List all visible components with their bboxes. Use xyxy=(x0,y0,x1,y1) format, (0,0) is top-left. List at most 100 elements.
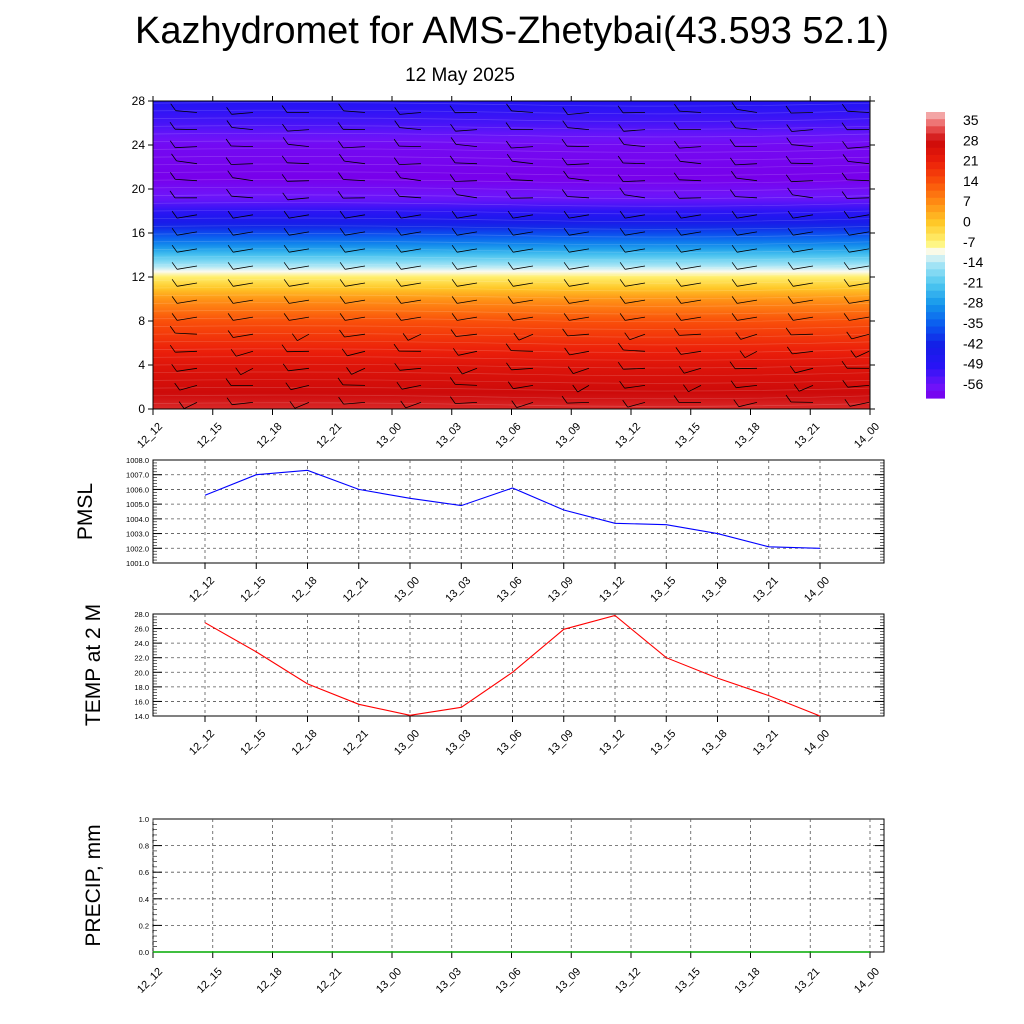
wind-barb xyxy=(287,180,310,182)
wind-barb xyxy=(233,265,254,270)
wind-barb xyxy=(851,333,870,340)
wind-barb-feather xyxy=(562,107,569,115)
isotherm-line xyxy=(152,217,871,222)
isotherm-line xyxy=(152,148,871,153)
wind-barb-feather xyxy=(171,313,178,321)
wind-barb-feather xyxy=(452,348,459,356)
wind-barb-feather xyxy=(841,360,848,369)
isotherm-line xyxy=(152,279,871,284)
wind-barb xyxy=(681,231,702,236)
wind-barb xyxy=(795,367,814,374)
colorbar-label: -42 xyxy=(963,335,983,351)
wind-barb-feather xyxy=(850,350,857,358)
wind-barb-feather xyxy=(619,380,625,389)
wind-barb-feather xyxy=(507,210,514,219)
wind-barb-feather xyxy=(337,190,344,199)
wind-barb xyxy=(569,248,590,253)
x-tick-label: 12_18 xyxy=(290,575,320,605)
wind-barb-feather xyxy=(507,381,514,389)
x-tick-label: 14_00 xyxy=(802,575,832,605)
wind-barb xyxy=(345,265,366,270)
wind-barb-feather xyxy=(675,313,682,321)
wind-barb xyxy=(177,231,198,236)
colorbar-segment xyxy=(926,112,945,120)
x-tick-label: 13_09 xyxy=(546,728,576,758)
wind-barb-feather xyxy=(283,210,290,219)
wind-barb xyxy=(457,316,478,321)
wind-barb-feather xyxy=(731,102,738,110)
wind-barb-feather xyxy=(395,296,402,304)
wind-barb xyxy=(343,179,366,182)
wind-barb xyxy=(455,129,478,132)
wind-barb xyxy=(518,333,534,341)
wind-barb-feather xyxy=(456,366,463,375)
wind-barb-feather xyxy=(731,279,738,287)
wind-barb-feather xyxy=(169,140,176,148)
isotherm-line xyxy=(152,310,871,315)
wind-barb-feather xyxy=(338,103,344,112)
isotherm-line xyxy=(152,240,871,246)
colorbar-segment xyxy=(926,140,945,149)
wind-barb-feather xyxy=(507,313,514,321)
wind-barb-feather xyxy=(235,367,242,375)
isotherm-line xyxy=(152,186,871,192)
wind-barb xyxy=(288,367,310,372)
wind-barb-feather xyxy=(171,279,178,287)
wind-barb xyxy=(567,196,590,199)
y-tick-label: 0.0 xyxy=(139,948,149,957)
wind-barb-feather xyxy=(395,210,402,219)
x-tick-label: 13_21 xyxy=(751,575,781,605)
wind-barb-feather xyxy=(842,154,849,162)
wind-barb-feather xyxy=(843,262,850,270)
wind-barb xyxy=(347,350,366,357)
wind-barb xyxy=(345,214,366,219)
x-tick-label: 12_12 xyxy=(135,966,165,996)
wind-barb xyxy=(849,282,870,287)
x-tick-label: 12_21 xyxy=(341,728,371,758)
wind-barb-feather xyxy=(339,227,346,236)
wind-barb-feather xyxy=(451,244,458,253)
wind-barb xyxy=(177,282,198,287)
isotherm-line xyxy=(152,171,871,176)
x-tick-label: 12_12 xyxy=(187,728,217,758)
wind-barb-feather xyxy=(346,367,352,375)
wind-barb xyxy=(399,145,422,147)
wind-barb-feather xyxy=(730,380,737,388)
wind-barb-feather xyxy=(505,140,512,149)
wind-barb-feather xyxy=(226,397,233,405)
colorbar-label: 0 xyxy=(963,214,971,230)
x-tick-label: 13_00 xyxy=(374,421,404,451)
y-tick-label: 26.0 xyxy=(134,625,149,634)
wind-barb-feather xyxy=(451,210,458,219)
wind-barb xyxy=(623,349,646,352)
y-tick-label: 20 xyxy=(132,182,146,196)
wind-barb xyxy=(351,367,366,375)
wind-barb xyxy=(458,350,478,356)
wind-barb-feather xyxy=(282,363,289,372)
wind-barb xyxy=(625,282,646,287)
wind-barb xyxy=(407,333,422,341)
wind-barb xyxy=(847,385,870,388)
isotherm-line xyxy=(152,363,871,369)
isotherm-line xyxy=(152,286,871,292)
wind-barb xyxy=(567,333,590,337)
wind-barb-feather xyxy=(337,122,344,130)
wind-barb-feather xyxy=(339,279,346,287)
wind-barb xyxy=(793,316,814,321)
wind-barb-feather xyxy=(675,262,682,270)
wind-barb-feather xyxy=(785,155,792,164)
x-tick-label: 13_12 xyxy=(613,966,643,996)
wind-barb xyxy=(625,299,646,304)
wind-barb xyxy=(175,146,198,149)
x-tick-label: 13_03 xyxy=(443,728,473,758)
wind-barb xyxy=(457,282,478,287)
colorbar-label: -28 xyxy=(963,295,983,311)
x-tick-label: 13_12 xyxy=(597,575,627,605)
wind-barb-feather xyxy=(731,210,738,219)
wind-barb xyxy=(345,282,366,287)
wind-barb xyxy=(513,385,534,390)
wind-barb-feather xyxy=(675,296,682,304)
wind-barb xyxy=(513,231,534,236)
x-tick-label: 14_00 xyxy=(802,728,832,758)
wind-barb xyxy=(793,214,814,219)
